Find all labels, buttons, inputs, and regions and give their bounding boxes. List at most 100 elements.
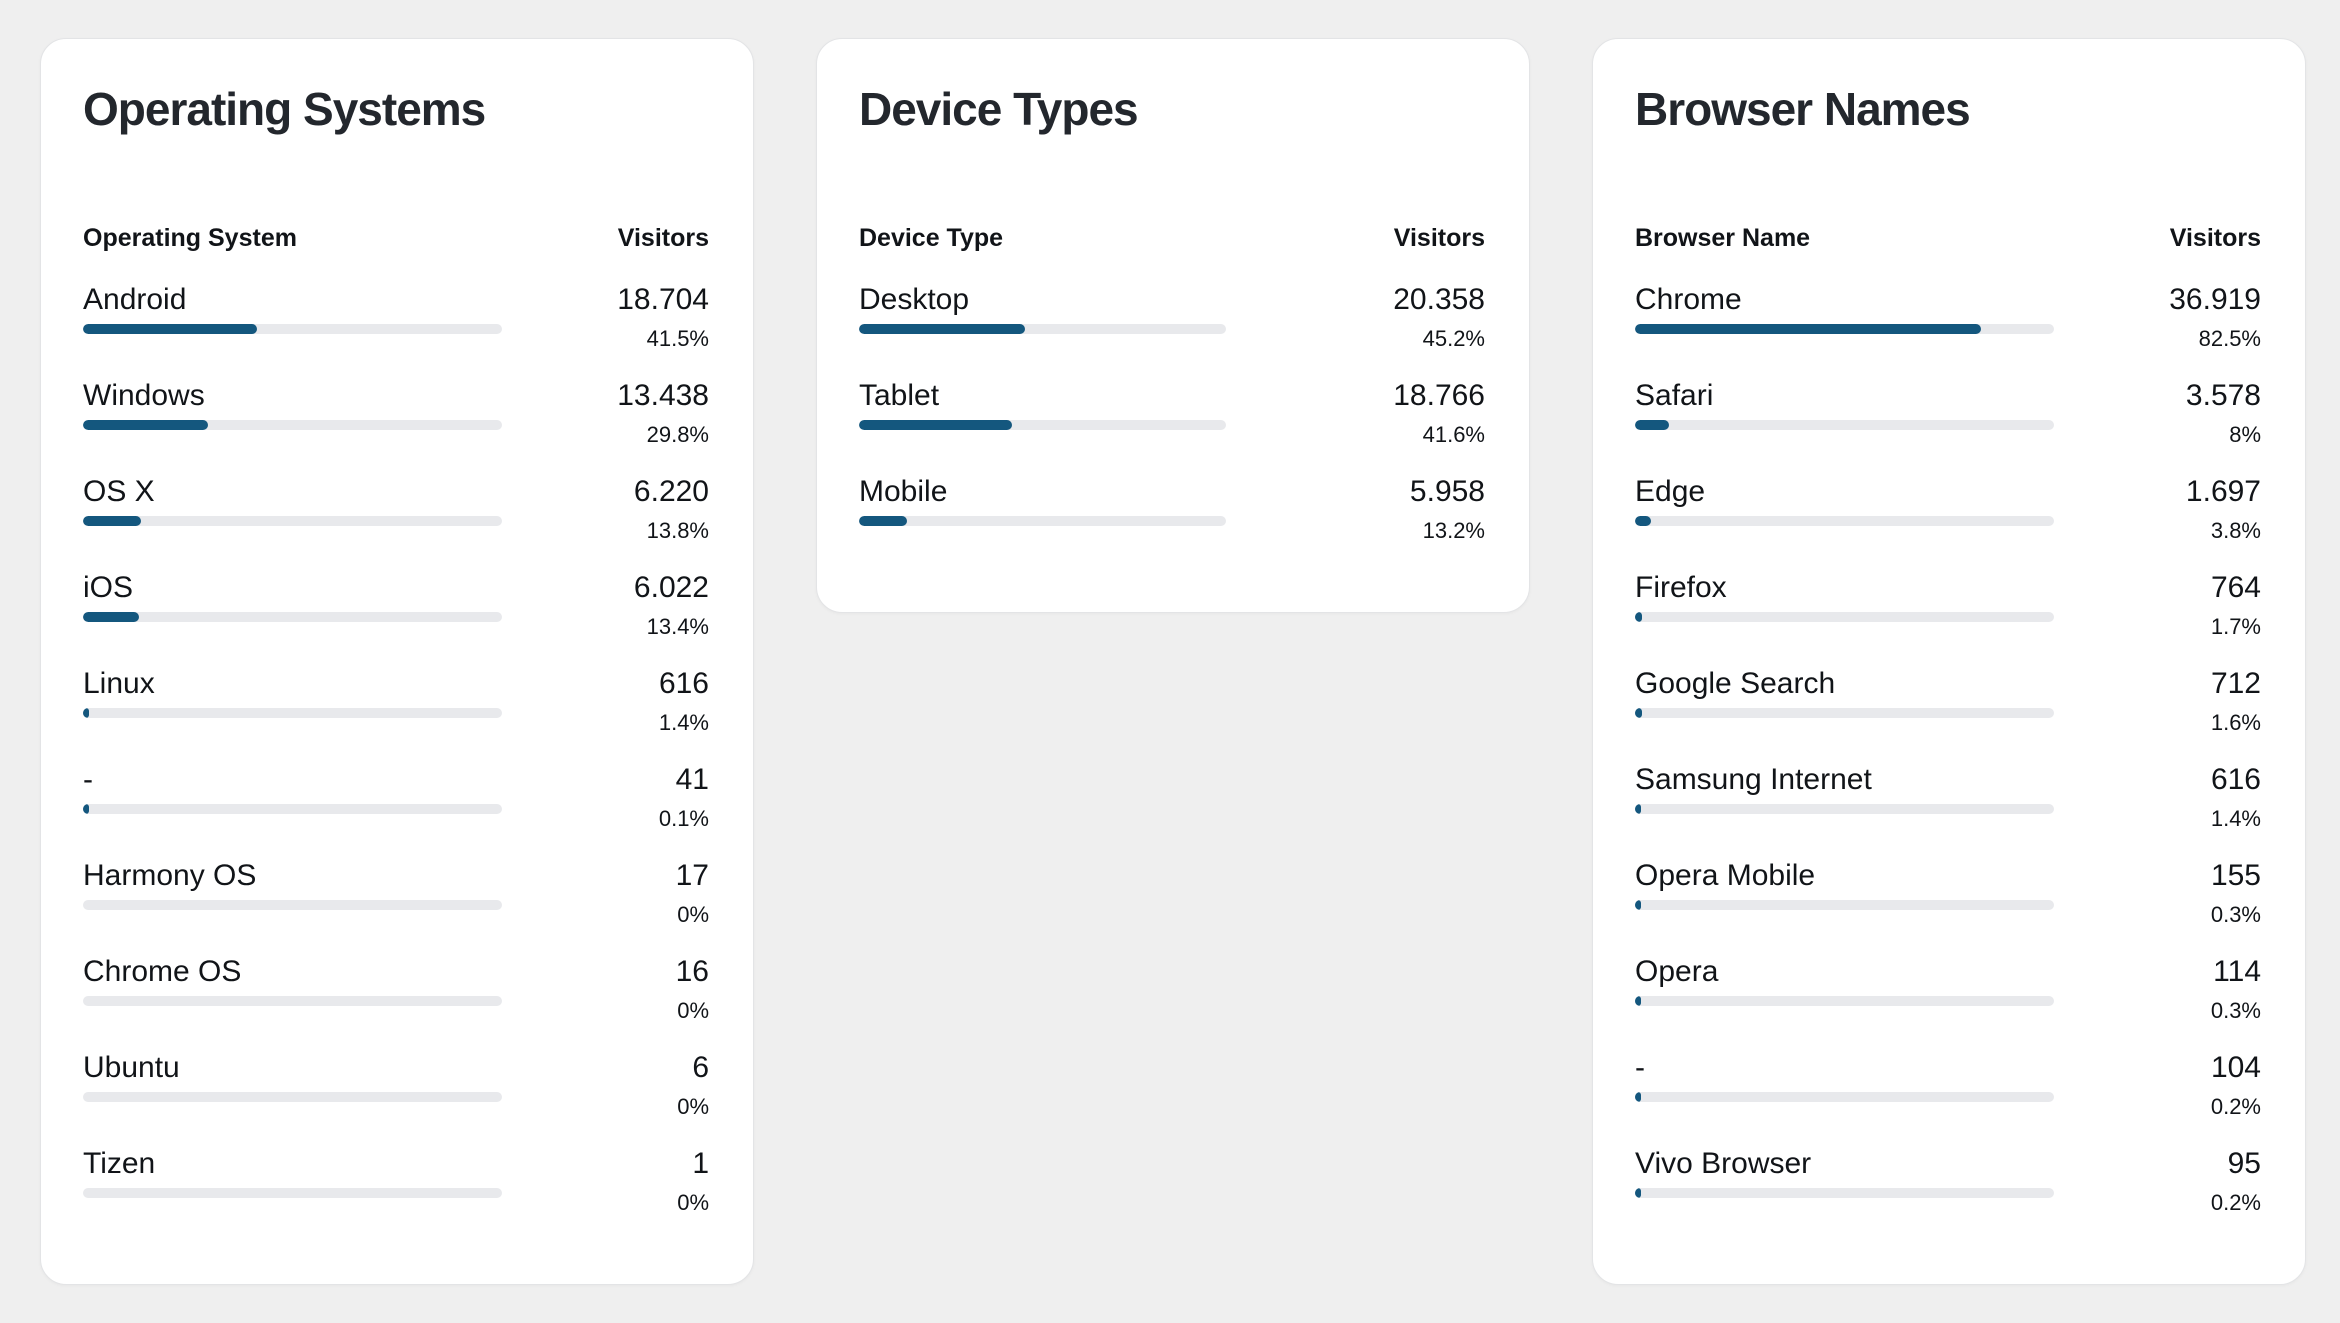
row-label: Mobile [859, 475, 948, 508]
progress-fill [1635, 1188, 1641, 1198]
progress-track [1635, 516, 2055, 526]
visitors-value: 95 [2227, 1147, 2261, 1180]
visitors-percent: 13.2% [1422, 518, 1485, 543]
visitors-percent: 0.1% [658, 806, 709, 831]
progress-fill [83, 516, 141, 526]
row-label: Google Search [1635, 667, 1836, 700]
table-row: Opera Mobile 155 0.3% [1635, 858, 2261, 928]
visitors-percent: 45.2% [1422, 326, 1485, 351]
row-value-group: 16 0% [676, 954, 709, 1024]
visitors-value: 16 [675, 955, 709, 988]
visitors-percent: 1.4% [658, 710, 709, 735]
table-header: Operating System Visitors [83, 223, 709, 253]
row-label-group: Google Search [1635, 666, 2055, 718]
row-label-group: Tablet [859, 378, 1226, 430]
row-label-group: Firefox [1635, 570, 2055, 622]
row-value-group: 6.220 13.8% [634, 474, 709, 544]
row-label-group: Opera Mobile [1635, 858, 2055, 910]
progress-track [83, 900, 503, 910]
progress-fill [1635, 708, 1642, 718]
visitors-value: 18.766 [1393, 379, 1485, 412]
row-label: Samsung Internet [1635, 763, 1872, 796]
column-header-visitors: Visitors [1393, 224, 1485, 252]
visitors-value: 6.022 [633, 571, 709, 604]
table-row: - 41 0.1% [83, 762, 709, 832]
row-label: Opera Mobile [1635, 859, 1816, 892]
row-value-group: 6 0% [677, 1050, 709, 1120]
progress-track [1635, 804, 2055, 814]
table-header: Device Type Visitors [859, 223, 1485, 253]
visitors-value: 155 [2210, 859, 2261, 892]
card-title: Browser Names [1635, 83, 1971, 135]
table-row: OS X 6.220 13.8% [83, 474, 709, 544]
progress-track [1635, 612, 2055, 622]
visitors-percent: 0% [677, 1190, 709, 1215]
row-value-group: 114 0.3% [2211, 954, 2261, 1024]
row-value-group: 764 1.7% [2211, 570, 2261, 640]
table-row: iOS 6.022 13.4% [83, 570, 709, 640]
row-label: Windows [83, 379, 205, 412]
row-label: Tablet [859, 379, 940, 412]
visitors-value: 17 [675, 859, 709, 892]
row-label-group: - [1635, 1050, 2055, 1102]
progress-track [859, 420, 1226, 430]
row-label-group: Desktop [859, 282, 1226, 334]
row-label-group: Ubuntu [83, 1050, 503, 1102]
visitors-value: 5.958 [1409, 475, 1485, 508]
progress-track [1635, 324, 2055, 334]
row-value-group: 18.766 41.6% [1393, 378, 1485, 448]
table-row: Samsung Internet 616 1.4% [1635, 762, 2261, 832]
row-value-group: 41 0.1% [659, 762, 709, 832]
row-value-group: 5.958 13.2% [1410, 474, 1485, 544]
progress-track [83, 1188, 503, 1198]
progress-track [1635, 996, 2055, 1006]
row-value-group: 104 0.2% [2211, 1050, 2261, 1120]
progress-track [859, 516, 1226, 526]
row-value-group: 3.578 8% [2186, 378, 2261, 448]
progress-fill [1635, 612, 1643, 622]
row-label-group: OS X [83, 474, 503, 526]
row-label-group: Android [83, 282, 503, 334]
visitors-value: 41 [675, 763, 709, 796]
row-value-group: 616 1.4% [659, 666, 709, 736]
progress-fill [83, 612, 140, 622]
row-label: Opera [1635, 955, 1719, 988]
visitors-percent: 29.8% [646, 422, 709, 447]
table-row: Windows 13.438 29.8% [83, 378, 709, 448]
card-title: Operating Systems [83, 83, 486, 135]
progress-track [1635, 1188, 2055, 1198]
card-operating-systems: Operating Systems Operating System Visit… [40, 38, 754, 1285]
progress-track [83, 612, 503, 622]
table-body: Desktop 20.358 45.2% Tablet 18.766 41.6%… [859, 282, 1485, 544]
card-browser-names: Browser Names Browser Name Visitors Chro… [1592, 38, 2306, 1285]
visitors-percent: 8% [2229, 422, 2261, 447]
row-value-group: 1 0% [677, 1146, 709, 1216]
row-label-group: Harmony OS [83, 858, 503, 910]
row-label: Chrome OS [83, 955, 242, 988]
table-row: Firefox 764 1.7% [1635, 570, 2261, 640]
row-label-group: - [83, 762, 503, 814]
row-value-group: 6.022 13.4% [634, 570, 709, 640]
progress-track [83, 516, 503, 526]
table-row: Edge 1.697 3.8% [1635, 474, 2261, 544]
row-label-group: Edge [1635, 474, 2055, 526]
visitors-value: 616 [2210, 763, 2261, 796]
visitors-percent: 1.6% [2210, 710, 2261, 735]
progress-track [1635, 420, 2055, 430]
row-label: Edge [1635, 475, 1706, 508]
progress-track [1635, 708, 2055, 718]
row-label-group: Mobile [859, 474, 1226, 526]
visitors-value: 18.704 [617, 283, 709, 316]
progress-fill [83, 804, 89, 814]
progress-fill [83, 708, 89, 718]
progress-fill [1635, 420, 1669, 430]
row-label-group: Vivo Browser [1635, 1146, 2055, 1198]
row-label: Vivo Browser [1635, 1147, 1812, 1180]
progress-fill [859, 516, 908, 526]
visitors-percent: 1.7% [2210, 614, 2261, 639]
visitors-value: 764 [2210, 571, 2261, 604]
column-header-label: Browser Name [1635, 224, 1811, 252]
visitors-value: 6.220 [633, 475, 709, 508]
progress-track [83, 804, 503, 814]
